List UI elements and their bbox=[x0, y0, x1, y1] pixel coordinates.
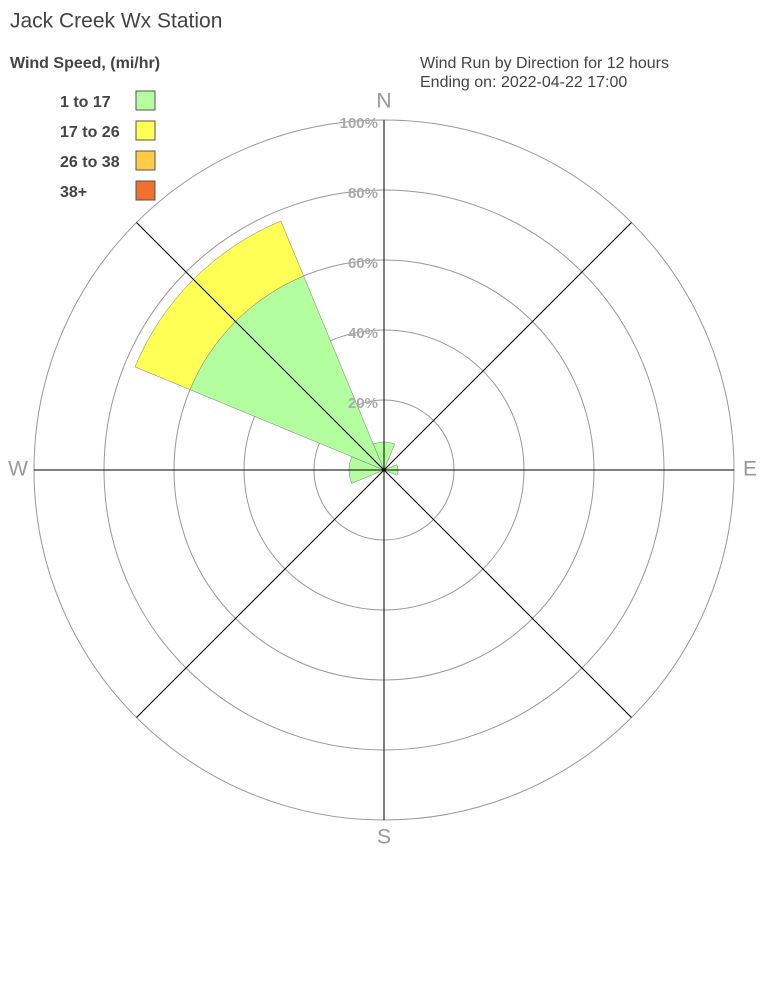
legend-title: Wind Speed, (mi/hr) bbox=[10, 55, 160, 72]
spoke bbox=[383, 222, 632, 471]
subtitle: Ending on: 2022-04-22 17:00 bbox=[420, 74, 627, 91]
direction-label: E bbox=[743, 458, 757, 481]
legend-swatch bbox=[135, 90, 156, 111]
legend-swatch bbox=[135, 180, 156, 201]
r-tick-label: 60% bbox=[348, 255, 378, 272]
legend-label: 38+ bbox=[60, 184, 87, 201]
direction-label: N bbox=[376, 90, 391, 113]
r-tick-label: 20% bbox=[348, 395, 378, 412]
chart-title: Jack Creek Wx Station bbox=[10, 10, 222, 33]
subtitle: Wind Run by Direction for 12 hours bbox=[420, 55, 669, 72]
spoke bbox=[136, 469, 385, 718]
legend-label: 17 to 26 bbox=[60, 124, 120, 141]
r-tick-label: 80% bbox=[348, 185, 378, 202]
direction-label: W bbox=[8, 458, 28, 481]
legend-label: 1 to 17 bbox=[60, 94, 111, 111]
r-tick-label: 40% bbox=[348, 325, 378, 342]
legend-swatch bbox=[135, 120, 156, 141]
direction-label: S bbox=[377, 826, 391, 849]
legend-swatch bbox=[135, 150, 156, 171]
legend-label: 26 to 38 bbox=[60, 154, 120, 171]
spoke bbox=[383, 469, 632, 718]
r-tick-label: 100% bbox=[340, 115, 378, 132]
spoke bbox=[136, 222, 385, 471]
